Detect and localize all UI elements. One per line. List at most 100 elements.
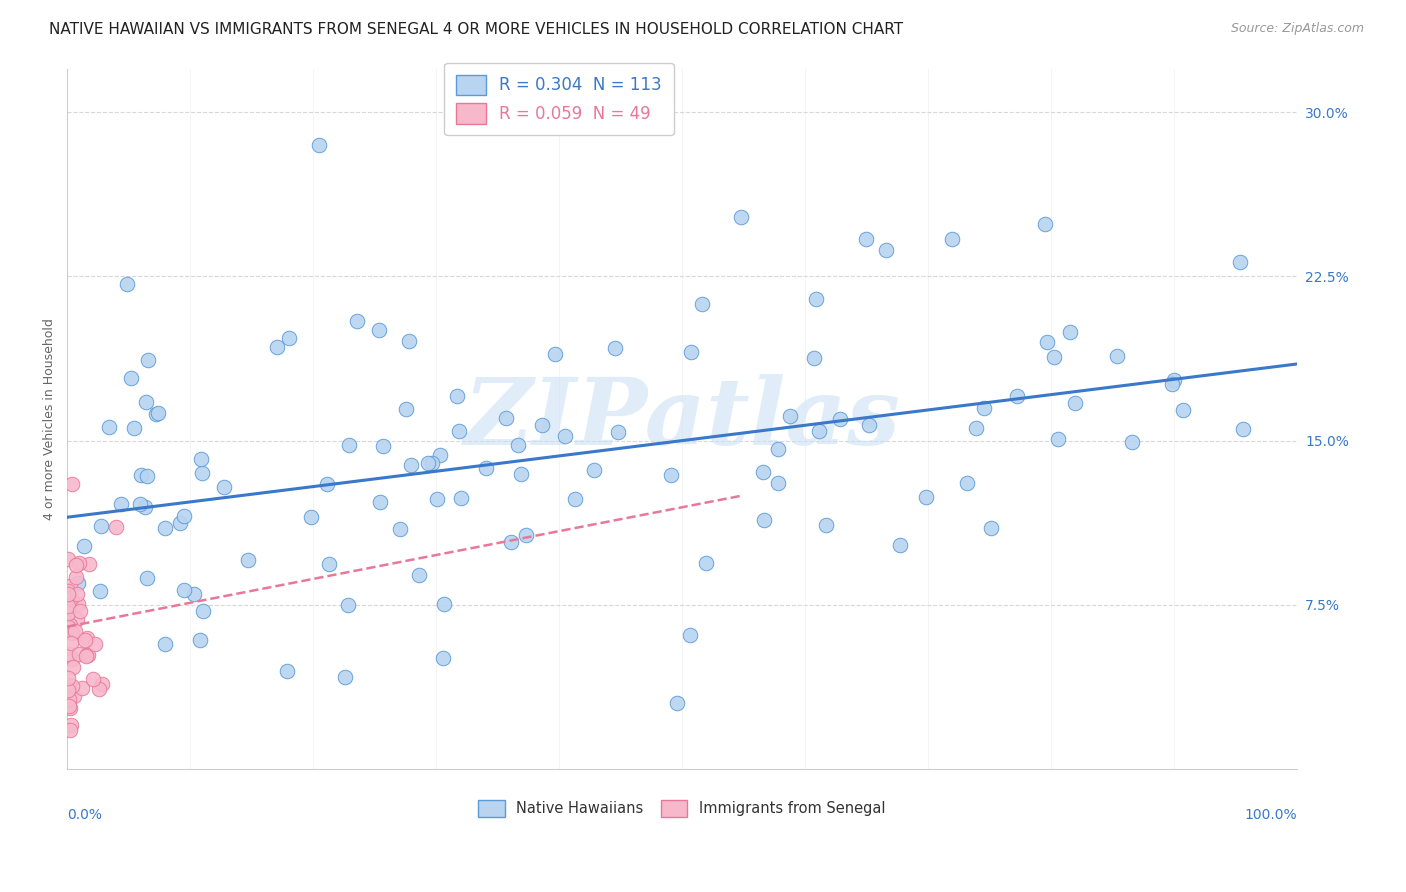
Point	[63, 689, 86, 703]
Point	[60, 651, 83, 665]
Point	[752, 465, 775, 479]
Text: 100.0%: 100.0%	[1244, 808, 1296, 822]
Point	[134, 500, 156, 514]
Point	[58, 620, 80, 634]
Point	[830, 411, 852, 425]
Point	[426, 492, 449, 507]
Y-axis label: 4 or more Vehicles in Household: 4 or more Vehicles in Household	[44, 318, 56, 520]
Point	[58, 692, 80, 706]
Point	[941, 232, 963, 246]
Point	[858, 418, 880, 433]
Point	[447, 424, 470, 438]
Point	[58, 606, 80, 620]
Point	[60, 679, 83, 693]
Point	[368, 495, 391, 509]
Point	[277, 331, 299, 345]
Point	[66, 597, 89, 611]
Point	[583, 463, 606, 477]
Point	[1059, 326, 1081, 340]
Point	[67, 576, 90, 591]
Point	[266, 340, 288, 354]
Point	[1163, 373, 1185, 387]
Point	[58, 671, 80, 685]
Point	[973, 401, 995, 416]
Point	[76, 631, 98, 645]
Point	[87, 681, 110, 696]
Point	[65, 558, 87, 572]
Point	[62, 660, 84, 674]
Point	[980, 521, 1002, 535]
Point	[69, 647, 91, 661]
Point	[398, 334, 420, 348]
Point	[82, 672, 104, 686]
Point	[59, 623, 82, 637]
Point	[136, 352, 159, 367]
Point	[76, 648, 98, 662]
Point	[136, 469, 159, 483]
Point	[89, 583, 111, 598]
Point	[509, 467, 531, 482]
Point	[814, 517, 837, 532]
Point	[564, 492, 586, 507]
Point	[91, 676, 114, 690]
Point	[1005, 389, 1028, 403]
Point	[190, 466, 212, 480]
Point	[605, 341, 627, 355]
Point	[429, 448, 451, 462]
Point	[155, 637, 177, 651]
Point	[779, 409, 801, 423]
Point	[58, 589, 80, 603]
Point	[84, 636, 107, 650]
Point	[1171, 403, 1194, 417]
Point	[679, 628, 702, 642]
Point	[766, 442, 789, 457]
Point	[754, 513, 776, 527]
Point	[60, 477, 83, 491]
Point	[371, 439, 394, 453]
Point	[695, 556, 717, 570]
Text: 0.0%: 0.0%	[67, 808, 103, 822]
Point	[135, 395, 157, 409]
Point	[416, 457, 439, 471]
Point	[59, 636, 82, 650]
Point	[236, 553, 259, 567]
Point	[58, 648, 80, 662]
Point	[308, 138, 330, 153]
Point	[190, 452, 212, 467]
Point	[1160, 376, 1182, 391]
Point	[855, 232, 877, 246]
Point	[661, 468, 683, 483]
Point	[98, 420, 121, 434]
Point	[299, 510, 322, 524]
Point	[173, 508, 195, 523]
Point	[408, 568, 430, 582]
Point	[499, 534, 522, 549]
Point	[1064, 396, 1087, 410]
Point	[58, 699, 80, 714]
Point	[193, 604, 215, 618]
Point	[807, 425, 830, 439]
Point	[692, 297, 714, 311]
Point	[59, 591, 82, 605]
Point	[73, 539, 96, 553]
Text: NATIVE HAWAIIAN VS IMMIGRANTS FROM SENEGAL 4 OR MORE VEHICLES IN HOUSEHOLD CORRE: NATIVE HAWAIIAN VS IMMIGRANTS FROM SENEG…	[49, 22, 903, 37]
Point	[1232, 422, 1254, 436]
Point	[58, 599, 80, 614]
Point	[389, 522, 412, 536]
Point	[624, 105, 647, 120]
Point	[915, 491, 938, 505]
Point	[173, 583, 195, 598]
Point	[337, 438, 360, 452]
Point	[506, 438, 529, 452]
Point	[1121, 435, 1143, 450]
Point	[318, 557, 340, 571]
Point	[1035, 334, 1057, 349]
Point	[155, 521, 177, 535]
Point	[58, 583, 80, 598]
Point	[212, 480, 235, 494]
Point	[122, 421, 145, 435]
Point	[515, 527, 537, 541]
Point	[59, 718, 82, 732]
Point	[110, 498, 132, 512]
Point	[346, 314, 368, 328]
